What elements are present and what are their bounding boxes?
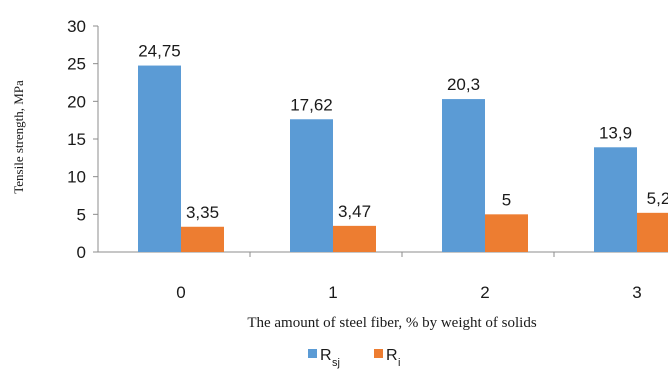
legend-swatch-R_sj <box>308 349 317 358</box>
y-tick-label: 20 <box>67 92 86 111</box>
data-label: 20,3 <box>447 75 480 94</box>
data-label: 3,35 <box>186 203 219 222</box>
y-tick-label: 10 <box>67 168 86 187</box>
bar-R_sj-1 <box>290 119 333 252</box>
data-label: 17,62 <box>290 95 333 114</box>
y-tick-label: 0 <box>77 243 86 262</box>
plot-area: 0 5 10 15 20 25 30 0 24,75 3,35 1 17,62 3,47 2 20,3 5 3 1… <box>67 17 668 302</box>
data-label: 3,47 <box>338 202 371 221</box>
x-tick-label: 1 <box>328 283 337 302</box>
y-tick-label: 15 <box>67 130 86 149</box>
legend-subscript-R_i: i <box>398 357 400 369</box>
legend-swatch-R_i <box>374 349 383 358</box>
data-label: 24,75 <box>138 42 181 61</box>
y-tick-label: 30 <box>67 17 86 36</box>
bar-R_sj-0 <box>138 65 181 252</box>
bar-R_i-1 <box>333 225 376 252</box>
bar-R_sj-3 <box>594 147 637 252</box>
legend-label-R_i: R <box>386 347 398 364</box>
x-tick-label: 3 <box>632 283 641 302</box>
bar-R_i-2 <box>485 214 528 252</box>
x-axis-label: The amount of steel fiber, % by weight o… <box>247 315 536 331</box>
bar-R_sj-2 <box>442 99 485 252</box>
y-tick-label: 5 <box>77 205 86 224</box>
legend-subscript-R_sj: sj <box>332 357 340 369</box>
data-label: 5,2 <box>647 189 668 208</box>
bar-R_i-0 <box>181 226 224 252</box>
legend-label-R_sj: R <box>320 347 332 364</box>
data-label: 13,9 <box>599 123 632 142</box>
x-tick-label: 2 <box>480 283 489 302</box>
x-tick-label: 0 <box>176 283 185 302</box>
y-axis-label: Tensile strength, MPa <box>11 80 26 194</box>
y-tick-label: 25 <box>67 55 86 74</box>
bar-R_i-3 <box>637 212 668 252</box>
data-label: 5 <box>502 190 511 209</box>
